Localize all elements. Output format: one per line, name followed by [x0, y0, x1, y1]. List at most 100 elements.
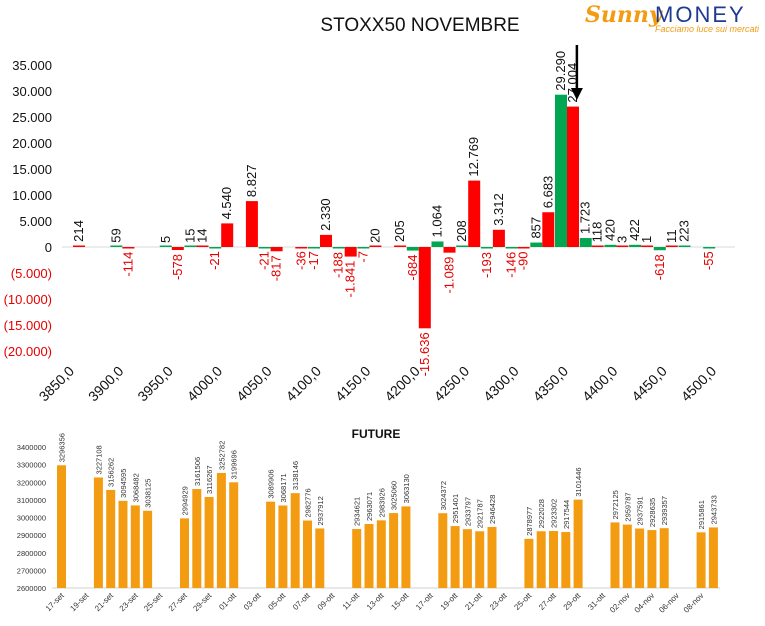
future-x-tick-label: 29-set	[191, 591, 214, 614]
future-bar	[450, 526, 460, 588]
put-bar	[122, 247, 135, 249]
call-bar	[308, 247, 320, 249]
call-bar	[209, 247, 222, 249]
future-bar	[696, 532, 706, 588]
future-bar-label: 3025060	[390, 481, 399, 510]
bar-value-label: 11	[664, 229, 679, 243]
future-bar-label: 2946428	[488, 495, 497, 524]
future-x-tick-label: 21-ott	[463, 591, 484, 612]
y-tick-label: (10.000)	[4, 292, 52, 307]
put-bar	[665, 245, 678, 247]
bar-value-label: -188	[331, 252, 346, 278]
put-bar	[344, 247, 357, 257]
future-bar-label: 2937912	[316, 496, 325, 525]
x-tick-label: 3850,0	[36, 363, 78, 405]
bar-value-label: -193	[479, 252, 494, 278]
future-bar	[610, 522, 620, 588]
future-y-tick-label: 3000000	[17, 514, 46, 523]
future-y-tick-label: 2700000	[17, 566, 46, 575]
put-bar	[616, 245, 629, 247]
bar-value-label: -817	[269, 255, 284, 281]
future-x-tick-label: 27-ott	[537, 591, 558, 612]
x-tick-label: 4100,0	[283, 363, 325, 405]
bar-value-label: -17	[306, 251, 321, 270]
call-bar	[258, 247, 271, 249]
bar-value-label: 15	[183, 228, 198, 242]
future-bar	[536, 531, 546, 588]
bar-value-label: 2.330	[318, 198, 333, 231]
future-bar	[622, 524, 632, 588]
future-x-tick-label: 29-ott	[562, 591, 583, 612]
logo-tagline: Facciamo luce sui mercati	[655, 24, 760, 34]
future-x-tick-label: 25-ott	[512, 591, 533, 612]
future-bar	[315, 528, 325, 588]
put-bar	[245, 201, 258, 247]
future-y-tick-label: 3400000	[17, 443, 46, 452]
future-bar	[364, 524, 374, 588]
future-bar	[118, 500, 128, 588]
bar-value-label: -578	[170, 254, 185, 280]
y-tick-label: 20.000	[12, 136, 52, 151]
future-x-tick-label: 05-ott	[266, 591, 287, 612]
put-bar	[295, 247, 308, 249]
y-tick-label: (20.000)	[4, 344, 52, 359]
future-bar-label: 3156262	[107, 458, 116, 487]
call-bar	[703, 247, 716, 249]
future-x-tick-label: 07-ott	[291, 591, 312, 612]
future-x-tick-label: 03-ott	[242, 591, 263, 612]
future-bar-label: 2963071	[365, 492, 374, 521]
future-bar-label: 3094595	[119, 469, 128, 498]
x-tick-label: 4350,0	[530, 363, 572, 405]
future-bar-label: 3101446	[574, 467, 583, 496]
future-x-tick-label: 01-ott	[217, 591, 238, 612]
future-bar-label: 3252782	[217, 441, 226, 470]
put-bar	[196, 245, 209, 247]
call-bar	[456, 245, 469, 247]
future-bar	[659, 528, 669, 588]
future-x-tick-label: 23-ott	[488, 591, 509, 612]
bar-value-label: 422	[627, 219, 642, 241]
future-bar	[647, 530, 657, 588]
bar-value-label: -7	[355, 251, 370, 263]
future-x-tick-label: 17-set	[44, 591, 67, 614]
future-bar	[192, 489, 202, 588]
bar-value-label: -55	[701, 251, 716, 270]
future-x-tick-label: 21-set	[93, 591, 116, 614]
bar-value-label: 118	[590, 222, 605, 243]
bar-value-label: -36	[293, 251, 308, 270]
x-tick-label: 3950,0	[134, 363, 176, 405]
call-bar	[653, 247, 666, 251]
future-bar	[462, 529, 472, 588]
future-bar	[708, 527, 718, 588]
y-tick-label: (5.000)	[11, 266, 52, 281]
call-bar	[357, 247, 370, 249]
put-bar	[171, 247, 184, 251]
bar-value-label: 857	[528, 217, 543, 239]
future-bar-label: 2923302	[550, 499, 559, 528]
bar-value-label: 5	[158, 236, 173, 243]
future-bar-label: 3199696	[230, 450, 239, 479]
logo-money-text: MONEY	[655, 2, 746, 27]
future-x-tick-label: 19-ott	[439, 591, 460, 612]
future-y-tick-label: 3300000	[17, 461, 46, 470]
marker-arrow-head	[570, 88, 583, 100]
future-x-tick-label: 09-ott	[316, 591, 337, 612]
future-x-tick-label: 11-ott	[341, 591, 362, 612]
future-bar	[266, 501, 276, 588]
call-bar	[406, 247, 419, 251]
bar-value-label: 4.540	[219, 187, 234, 220]
x-tick-label: 3900,0	[85, 363, 127, 405]
future-bar	[290, 493, 300, 588]
future-bar-label: 3116267	[205, 465, 214, 494]
x-tick-label: 4050,0	[233, 363, 275, 405]
y-tick-label: 15.000	[12, 162, 52, 177]
call-bar	[579, 238, 592, 247]
future-bar	[635, 528, 645, 588]
put-bar	[567, 106, 579, 248]
y-tick-label: 35.000	[12, 58, 52, 73]
call-bar	[332, 247, 345, 249]
y-tick-label: 10.000	[12, 188, 52, 203]
call-bar	[159, 245, 172, 247]
future-x-tick-label: 23-set	[118, 591, 141, 614]
future-y-tick-label: 2600000	[17, 584, 46, 593]
